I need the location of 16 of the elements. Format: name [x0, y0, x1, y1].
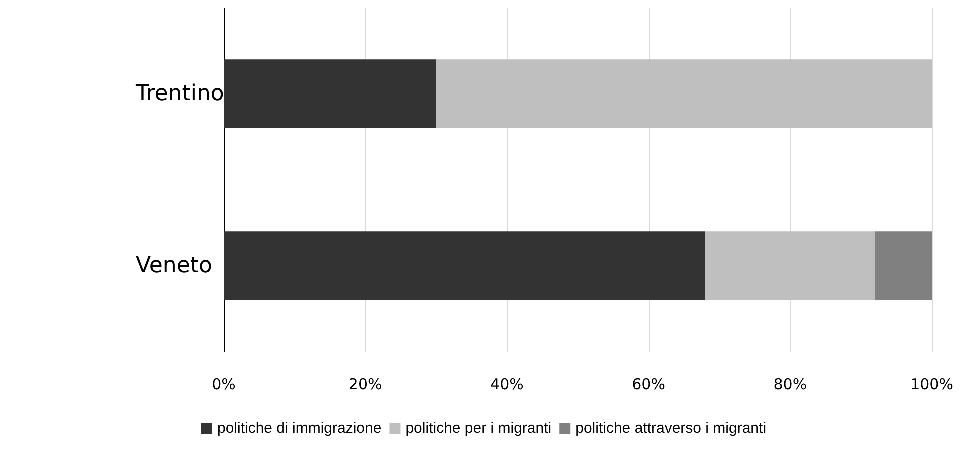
x-tick-label: 40%	[490, 376, 524, 394]
bar	[875, 232, 932, 300]
legend-label: politiche attraverso i migranti	[576, 420, 767, 437]
y-tick-label: Veneto	[136, 254, 212, 278]
legend-label: politiche per i migranti	[406, 420, 552, 437]
bar	[224, 232, 706, 300]
y-tick-label: Trentino	[135, 82, 224, 106]
x-tick-label: 80%	[774, 376, 808, 394]
x-tick-label: 100%	[910, 376, 954, 394]
x-tick-label: 20%	[348, 376, 382, 394]
bar	[705, 232, 876, 300]
x-tick-label: 0%	[212, 376, 236, 394]
legend-label: politiche di immigrazione	[217, 420, 382, 437]
x-tick-label: 60%	[632, 376, 666, 394]
bar	[224, 60, 436, 128]
bar	[436, 60, 932, 128]
